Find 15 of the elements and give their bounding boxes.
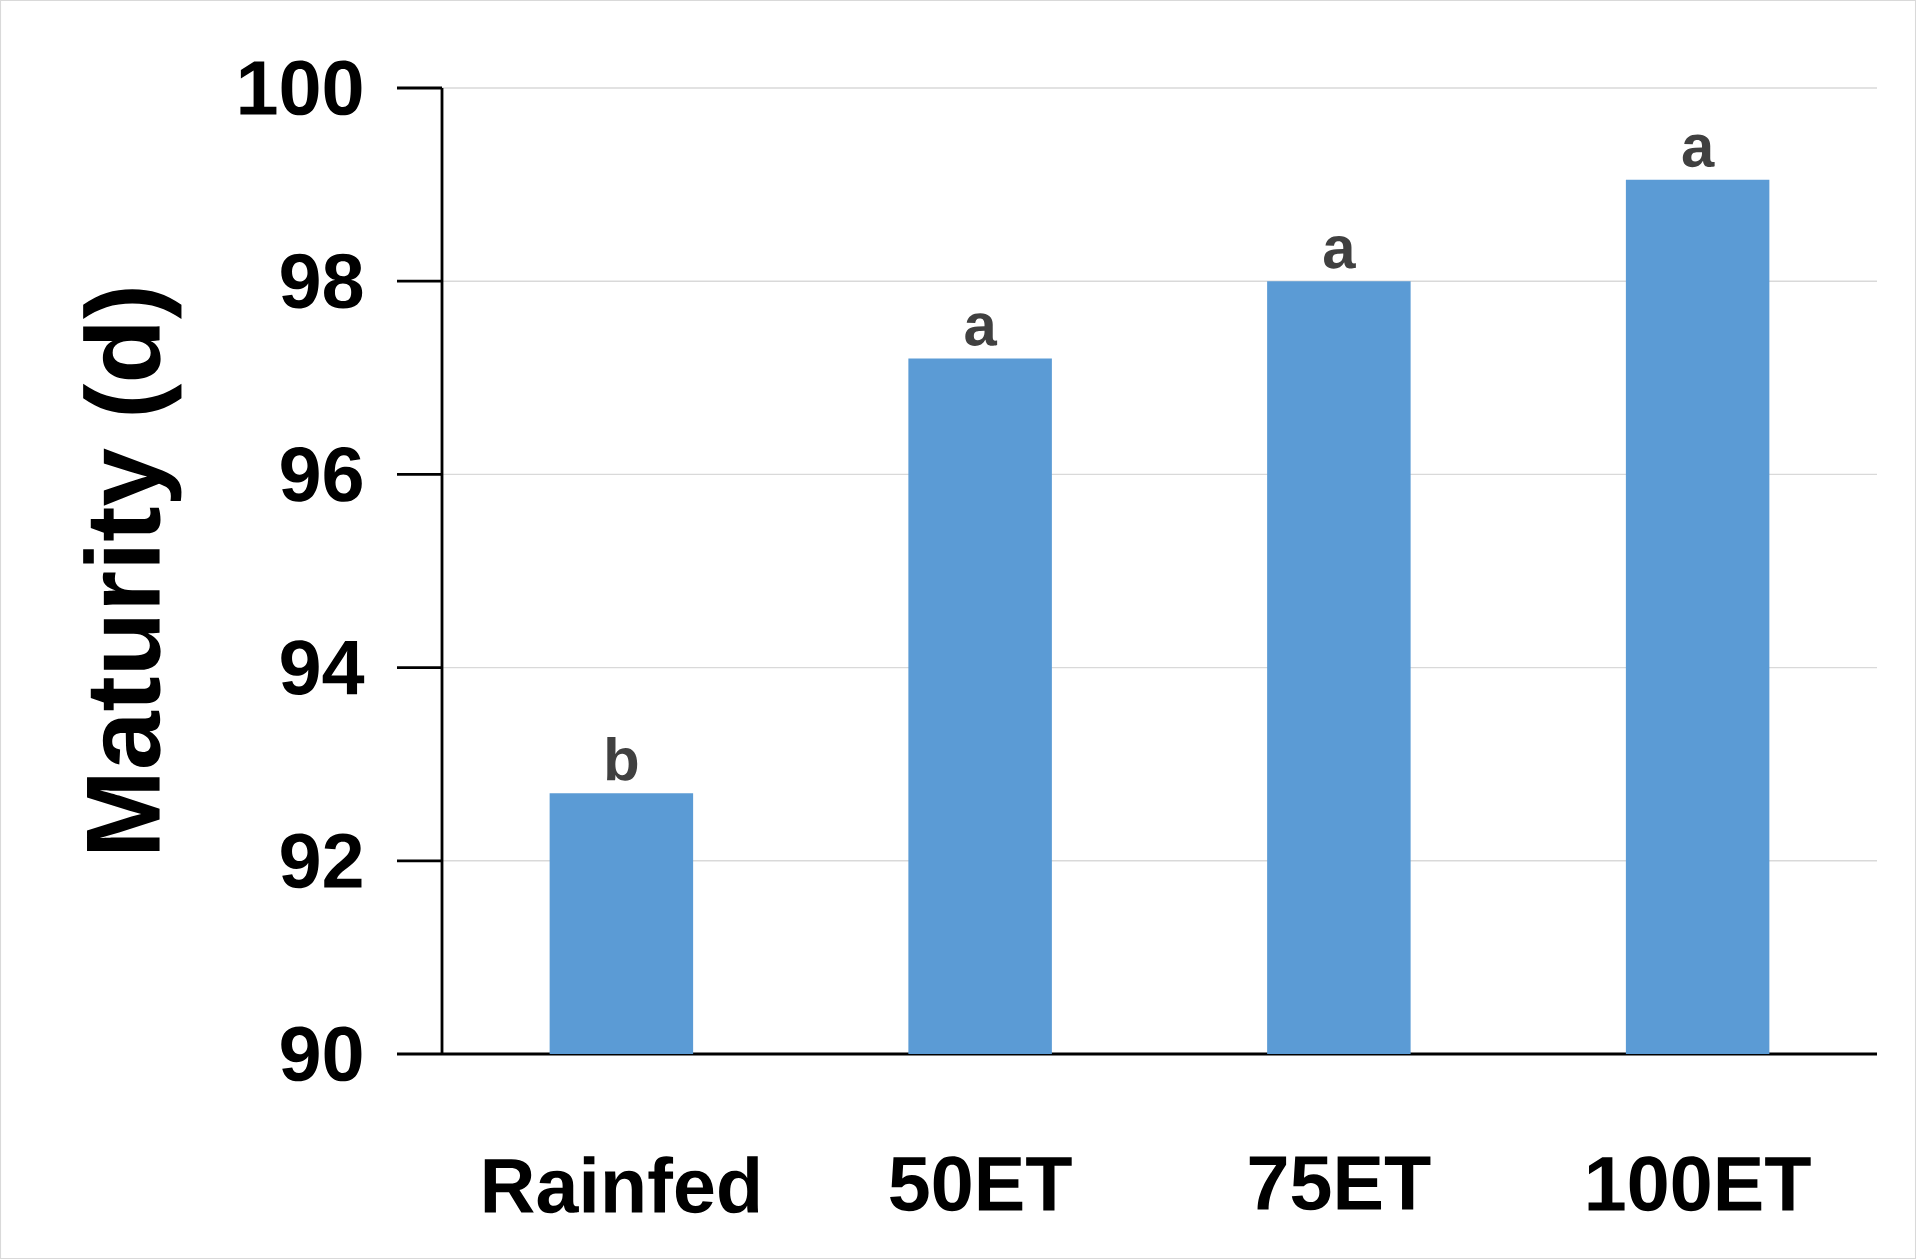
y-tick-label: 98 [281,253,363,309]
annotation: a [1324,236,1356,269]
y-axis-title: Maturity (d) [83,289,182,851]
x-tick-label: 100ET [1588,1156,1811,1212]
x-tick-label: 75ET [1249,1156,1431,1211]
annotation: a [1682,134,1715,168]
annotation: a [965,313,998,347]
y-tick-label: 90 [281,1026,362,1082]
x-tick-label: 50ET [890,1156,1072,1212]
y-tick-label: 100 [240,60,362,116]
y-tick-label: 94 [281,640,365,695]
annotation: b [607,736,638,781]
x-tick-label: Rainfed [484,1156,759,1214]
y-tick-label: 92 [281,833,362,889]
y-tick-label: 96 [281,446,362,502]
